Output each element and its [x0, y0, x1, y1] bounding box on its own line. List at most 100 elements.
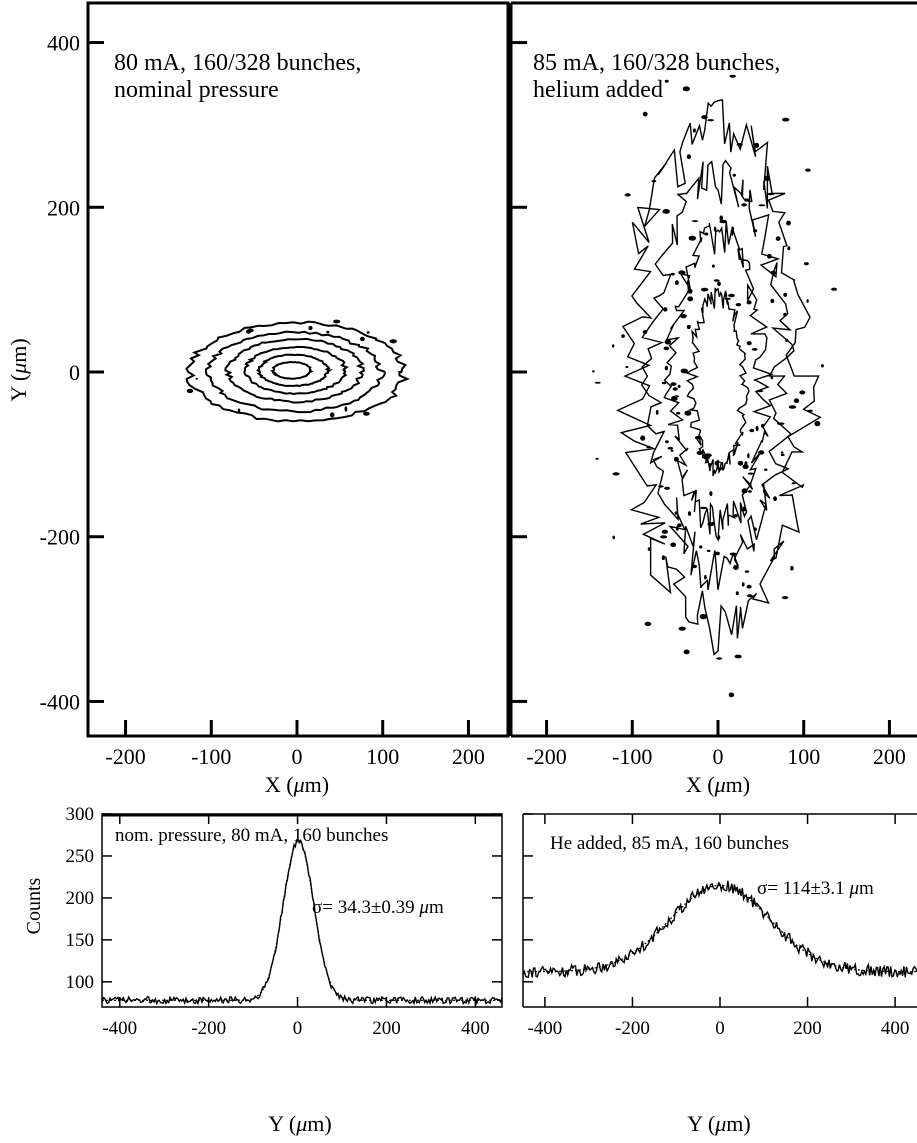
noise-speck — [749, 428, 755, 433]
noise-speck — [709, 491, 713, 496]
noise-speck — [721, 61, 726, 64]
contour-level-2 — [640, 159, 795, 591]
x-tick-label: 0 — [715, 1018, 725, 1039]
noise-speck — [799, 390, 806, 395]
noise-speck — [308, 325, 313, 331]
x-tick-label: -200 — [191, 1018, 226, 1039]
noise-speck — [734, 654, 742, 659]
noise-speck — [195, 377, 198, 380]
y-tick-labels-bottom-left: 100 150 200 250 300 — [66, 804, 95, 993]
x-axis-label-top-right: X (μm) — [686, 772, 750, 797]
annotation-line-1-top-left: 80 mA, 160/328 bunches, — [114, 50, 361, 76]
noise-speck — [661, 381, 667, 385]
noise-speck — [642, 111, 648, 117]
noise-speck — [660, 535, 668, 539]
noise-speck — [744, 461, 748, 466]
noise-speck — [734, 514, 738, 518]
y-tick-label: 400 — [47, 31, 80, 56]
x-tick-labels-bottom-right: -400 -200 0 200 400 — [527, 1018, 909, 1039]
noise-speck — [662, 209, 670, 214]
noise-speck — [674, 511, 678, 515]
sample-points-bottom-left — [119, 840, 477, 1003]
noise-speck — [780, 453, 785, 457]
noise-speck — [692, 128, 696, 133]
x-tick-label: -200 — [526, 744, 566, 769]
noise-speck — [820, 364, 824, 368]
noise-speck — [621, 334, 625, 338]
data-point — [544, 961, 546, 963]
noise-speck — [807, 409, 814, 412]
noise-speck — [677, 384, 681, 389]
noise-speck — [785, 338, 789, 342]
noise-speck — [701, 115, 708, 120]
y-tick-label: -400 — [40, 689, 80, 714]
x-axis-label-bottom-left: Y (μm) — [268, 1111, 331, 1136]
data-point — [763, 911, 765, 913]
noise-speck — [764, 175, 771, 182]
noise-speck — [770, 270, 776, 275]
noise-speck — [704, 232, 709, 236]
contour-level-1 — [185, 320, 410, 423]
specks-top-left — [186, 319, 397, 418]
noise-speck — [237, 408, 241, 413]
noise-speck — [747, 594, 753, 598]
noise-speck — [665, 440, 669, 444]
data-point — [252, 997, 254, 999]
data-point — [319, 960, 321, 962]
x-tick-label: -200 — [105, 744, 145, 769]
tick-marks-bottom-right — [523, 813, 896, 1007]
data-point — [385, 999, 387, 1001]
noise-speck — [680, 368, 688, 374]
noise-speck — [744, 570, 750, 573]
noise-speck — [758, 450, 765, 455]
contour-level-3 — [224, 337, 365, 404]
x-tick-label: 100 — [787, 744, 820, 769]
x-tick-label: 0 — [292, 744, 303, 769]
noise-speck — [389, 339, 397, 344]
x-tick-label: 400 — [461, 1018, 490, 1039]
noise-speck — [680, 314, 687, 319]
x-tick-label: 200 — [793, 1018, 822, 1039]
noise-speck — [770, 375, 773, 380]
noise-speck — [363, 411, 370, 416]
noise-speck — [661, 555, 666, 561]
x-tick-label: -400 — [102, 1018, 137, 1039]
noise-speck — [803, 262, 809, 266]
x-tick-label: -100 — [191, 744, 231, 769]
contour-level-2 — [204, 330, 386, 414]
noise-speck — [770, 298, 775, 304]
x-tick-label: 0 — [713, 744, 724, 769]
noise-speck — [642, 330, 648, 335]
noise-speck — [675, 280, 679, 286]
noise-speck — [186, 388, 194, 394]
data-point — [341, 996, 343, 998]
noise-speck — [728, 692, 735, 698]
noise-speck — [683, 649, 690, 655]
noise-speck — [664, 79, 669, 83]
noise-speck — [673, 456, 679, 462]
noise-speck — [758, 204, 766, 207]
noise-speck — [735, 591, 739, 596]
noise-speck — [713, 279, 720, 282]
y-tick-label: 200 — [66, 888, 95, 909]
noise-speck — [330, 412, 335, 418]
noise-speck — [781, 596, 789, 600]
tick-marks-top-right — [511, 41, 891, 736]
annotation-bottom-left: nom. pressure, 80 mA, 160 bunches — [115, 825, 388, 846]
annotation-line-2-top-left: nominal pressure — [114, 77, 279, 103]
x-tick-label: 200 — [873, 744, 906, 769]
panel-top-right: 85 mA, 160/328 bunches, helium added -20… — [509, 1, 917, 797]
data-point — [719, 884, 721, 886]
noise-speck — [747, 453, 750, 459]
noise-speck — [742, 464, 749, 470]
data-point — [474, 1000, 476, 1002]
annotation-line-1-top-right: 85 mA, 160/328 bunches, — [533, 50, 780, 76]
sigma-label-bottom-left: σ= 34.3±0.39 μm — [312, 897, 444, 918]
noise-speck — [793, 398, 800, 404]
noise-speck — [754, 527, 757, 531]
noise-speck — [746, 300, 752, 305]
noise-speck — [687, 296, 694, 302]
noise-speck — [672, 387, 678, 391]
noise-speck — [655, 409, 659, 415]
noise-speck — [787, 246, 791, 251]
